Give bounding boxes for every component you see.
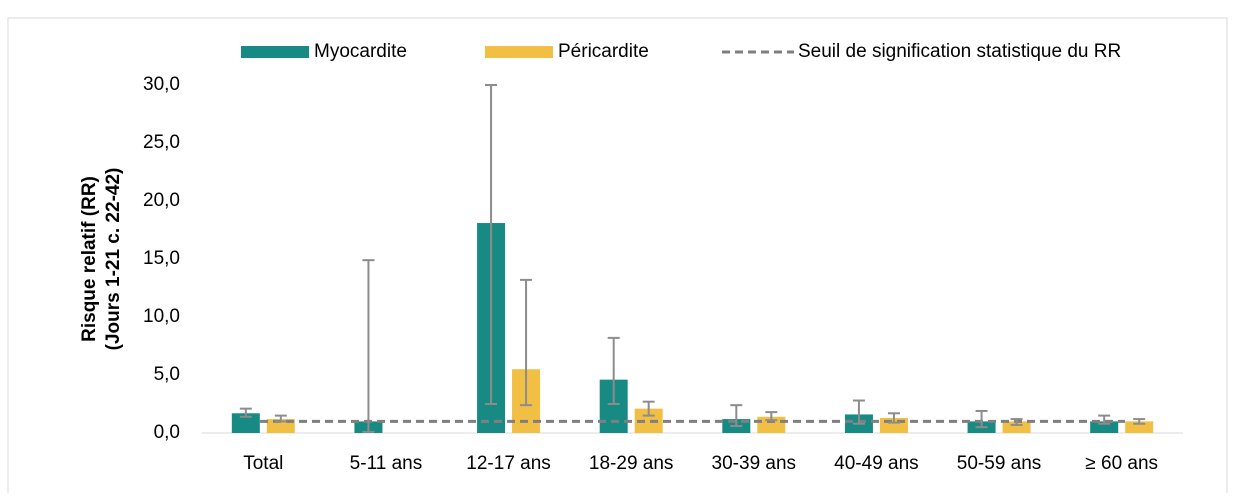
y-axis-title: Risque relatif (RR) (Jours 1-21 c. 22-42…: [79, 168, 124, 351]
x-tick-label: Total: [243, 453, 283, 474]
y-tick-label: 0,0: [154, 422, 180, 443]
bar: [757, 416, 786, 433]
bar: [1125, 421, 1154, 433]
legend-swatch: [241, 46, 309, 58]
y-tick-label: 5,0: [154, 364, 180, 385]
x-tick-label: 50-59 ans: [957, 453, 1042, 474]
y-tick-label: 20,0: [143, 190, 180, 211]
chart-frame: [7, 17, 1228, 498]
x-tick-label: 5-11 ans: [350, 453, 423, 474]
legend-swatch: [485, 46, 553, 58]
x-tick-label: 18-29 ans: [589, 453, 674, 474]
bar: [1002, 421, 1031, 433]
legend-label: Péricardite: [558, 41, 649, 62]
y-tick-label: 15,0: [143, 248, 180, 269]
y-axis-title-line: Risque relatif (RR): [79, 176, 100, 342]
legend-label: Seuil de signification statistique du RR: [798, 41, 1121, 62]
y-axis-title-line: (Jours 1-21 c. 22-42): [103, 168, 124, 351]
y-tick-label: 30,0: [143, 74, 180, 95]
legend-label: Myocardite: [314, 41, 407, 62]
y-tick-label: 25,0: [143, 132, 180, 153]
y-tick-label: 10,0: [143, 306, 180, 327]
bar: [1090, 421, 1119, 433]
x-tick-label: ≥ 60 ans: [1085, 453, 1158, 474]
x-tick-label: 30-39 ans: [712, 453, 797, 474]
x-tick-label: 12-17 ans: [466, 453, 551, 474]
bar: [231, 413, 260, 433]
x-tick-label: 40-49 ans: [834, 453, 919, 474]
